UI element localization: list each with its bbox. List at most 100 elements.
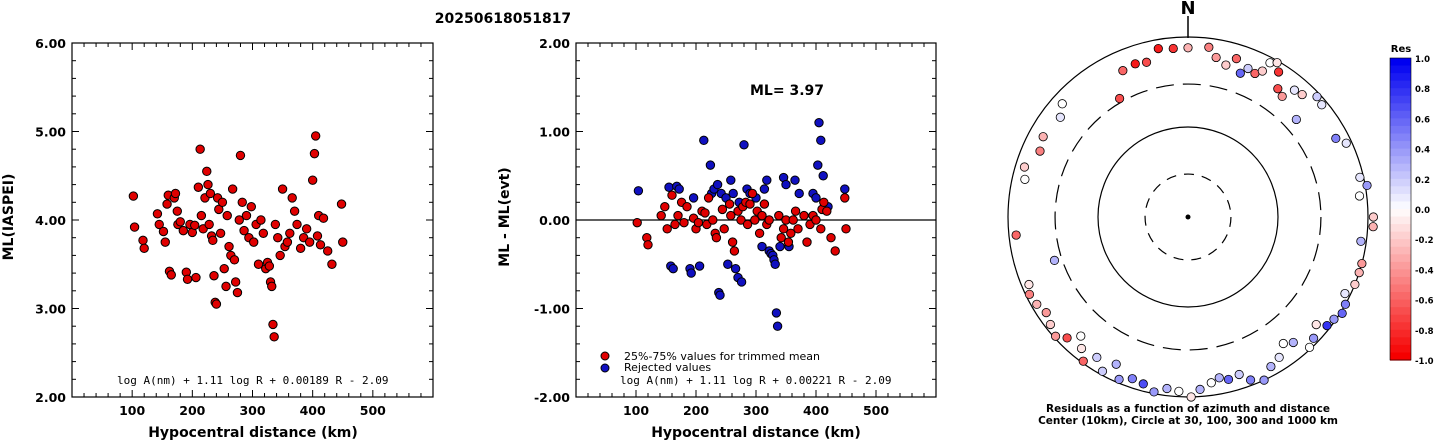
legend-label-trimmed-mean: 25%-75% values for trimmed mean: [624, 350, 820, 363]
colorbar-segment: [1390, 216, 1411, 225]
trimmed-mean-point: [840, 193, 850, 203]
data-point: [158, 226, 169, 237]
data-point: [273, 233, 283, 243]
trimmed-mean-point: [841, 224, 851, 234]
trimmed-mean-point: [822, 206, 832, 216]
colorbar-segment: [1390, 246, 1411, 255]
station-marker: [1243, 63, 1253, 74]
station-marker: [1162, 383, 1172, 394]
station-marker: [1092, 352, 1102, 362]
rejected-point: [775, 241, 785, 252]
station-marker: [1266, 361, 1276, 372]
rejected-point: [762, 175, 772, 185]
station-marker: [1245, 375, 1256, 385]
station-marker: [1304, 342, 1315, 352]
trimmed-mean-point: [747, 188, 758, 199]
y-axis-label: ML - ML(evt): [497, 167, 513, 266]
data-point: [203, 179, 213, 190]
station-marker: [1277, 91, 1287, 102]
trimmed-mean-point: [679, 217, 689, 228]
station-marker: [1195, 384, 1205, 394]
data-point: [160, 237, 170, 247]
station-marker: [1311, 320, 1321, 330]
y-tick-label: -1.00: [534, 302, 570, 317]
trimmed-mean-point: [742, 219, 753, 230]
trimmed-mean-point: [750, 215, 760, 225]
trimmed-mean-point: [682, 202, 692, 212]
colorbar-segment: [1390, 314, 1411, 323]
station-marker: [1312, 92, 1322, 102]
colorbar-segment: [1390, 261, 1411, 270]
data-point: [211, 299, 222, 309]
trimmed-mean-point: [793, 224, 803, 234]
data-point: [292, 219, 302, 230]
trimmed-mean-point: [726, 210, 736, 221]
data-point: [196, 210, 207, 221]
station-marker: [1259, 375, 1269, 385]
trimmed-mean-point: [632, 217, 642, 228]
trimmed-mean-point: [826, 233, 836, 243]
trimmed-mean-point: [662, 224, 672, 234]
station-marker: [1024, 289, 1035, 299]
x-tick-label: 500: [360, 403, 386, 418]
data-point: [129, 222, 140, 232]
colorbar-tick-label: -0.6: [1415, 297, 1434, 307]
trimmed-mean-point: [745, 199, 755, 209]
rejected-point: [715, 290, 725, 300]
station-marker: [1317, 100, 1327, 110]
station-marker: [1340, 299, 1351, 309]
station-marker: [1297, 89, 1307, 100]
trimmed-mean-point: [776, 233, 786, 243]
colorbar-segment: [1390, 58, 1411, 67]
colorbar-segment: [1390, 148, 1411, 157]
data-point: [268, 319, 278, 330]
station-marker: [1020, 174, 1030, 184]
station-marker: [1331, 133, 1341, 144]
data-point: [277, 184, 288, 194]
station-marker: [1257, 66, 1267, 76]
caption-line-2: Center (10km), Circle at 30, 100, 300 an…: [1038, 415, 1338, 427]
y-tick-label: 6.00: [35, 36, 66, 51]
colorbar-segment: [1390, 178, 1411, 187]
rejected-point: [811, 193, 821, 203]
colorbar-segment: [1390, 299, 1411, 308]
data-point: [209, 271, 219, 281]
x-axis-label: Hypocentral distance (km): [148, 425, 358, 441]
station-marker: [1206, 378, 1216, 388]
colorbar-segment: [1390, 73, 1411, 82]
colorbar-tick-label: 0.8: [1415, 85, 1430, 95]
data-point: [232, 287, 243, 298]
rejected-point: [790, 175, 800, 185]
station-marker: [1138, 379, 1148, 389]
station-marker: [1118, 66, 1128, 76]
trimmed-mean-point: [656, 210, 666, 221]
data-point: [253, 259, 264, 269]
x-axis-label: Hypocentral distance (km): [651, 425, 861, 441]
ml-vs-distance-panel: ML(IASPEI) Hypocentral distance (km) log…: [1, 36, 434, 441]
colorbar-tick-label: 0.2: [1415, 176, 1430, 186]
rejected-point: [757, 241, 767, 252]
y-tick-label: 1.00: [539, 125, 570, 140]
data-point: [267, 281, 277, 292]
x-tick-label: 300: [239, 403, 265, 418]
station-marker: [1234, 369, 1244, 380]
figure-title: 20250618051817: [435, 11, 571, 27]
colorbar-segment: [1390, 65, 1411, 74]
trimmed-mean-point: [819, 197, 829, 208]
trimmed-mean-point: [724, 199, 735, 209]
station-marker: [1337, 308, 1347, 318]
station-marker: [1354, 268, 1364, 278]
trimmed-mean-point: [816, 224, 826, 234]
station-marker: [1204, 42, 1214, 52]
station-marker: [1291, 114, 1301, 125]
station-marker: [1062, 333, 1072, 343]
data-point: [269, 332, 279, 342]
station-marker: [1024, 279, 1034, 290]
data-point: [224, 241, 234, 252]
data-point: [190, 220, 200, 231]
x-tick-label: 400: [803, 403, 829, 418]
rejected-point: [771, 308, 782, 318]
trimmed-mean-point: [774, 210, 784, 221]
formula-text: log A(nm) + 1.11 log R + 0.00189 R - 2.0…: [117, 374, 389, 387]
trimmed-mean-point: [786, 228, 796, 238]
